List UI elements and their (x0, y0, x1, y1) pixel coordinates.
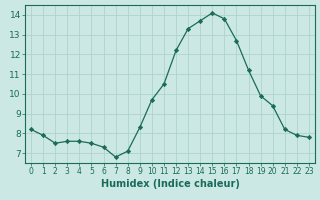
X-axis label: Humidex (Indice chaleur): Humidex (Indice chaleur) (100, 179, 239, 189)
